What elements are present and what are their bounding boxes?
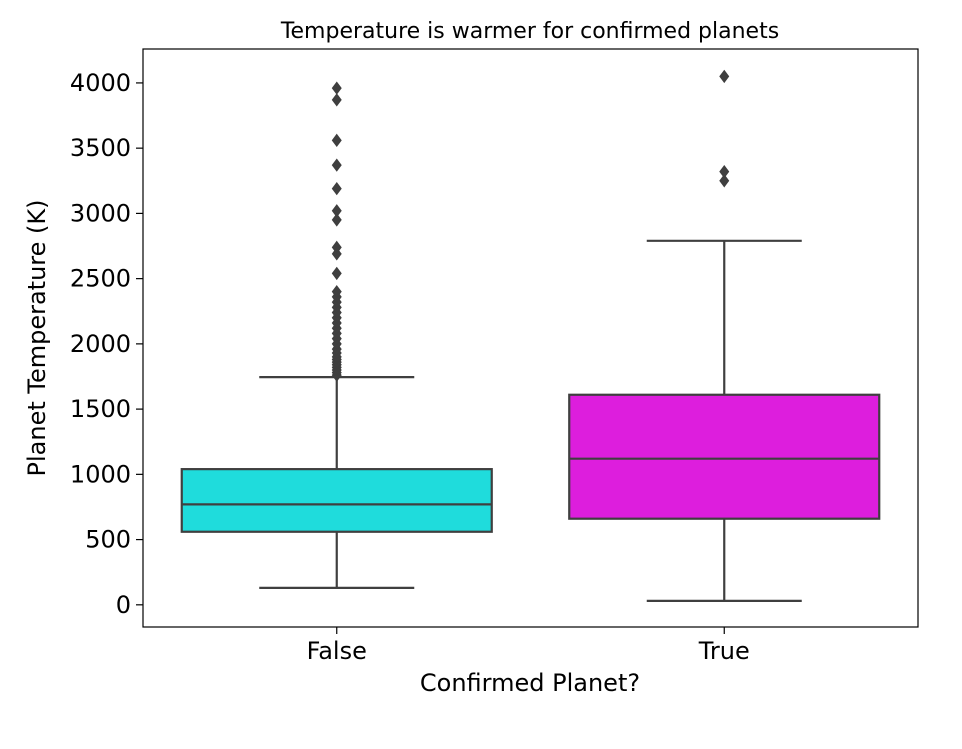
- outlier-point: [719, 164, 730, 179]
- x-axis-label: Confirmed Planet?: [420, 669, 640, 697]
- chart-title: Temperature is warmer for confirmed plan…: [280, 19, 779, 44]
- outlier-point: [719, 174, 730, 188]
- outlier-point: [331, 204, 342, 218]
- iqr-box: [568, 393, 881, 520]
- y-tick-label: 4000: [70, 69, 131, 97]
- x-tick-label: False: [307, 637, 367, 665]
- y-axis: 0 500 1000 1500 2000 2500 3000 3500 4000: [70, 69, 143, 619]
- outlier-point: [331, 158, 342, 172]
- outlier-point: [719, 69, 730, 84]
- box-group-true: [568, 69, 881, 603]
- x-axis: False True: [307, 627, 750, 665]
- outlier-point: [331, 240, 342, 254]
- outlier-point: [331, 285, 342, 299]
- y-tick-label: 1500: [70, 395, 131, 423]
- y-tick-label: 0: [116, 591, 131, 619]
- y-tick-label: 2500: [70, 265, 131, 293]
- y-tick-label: 500: [85, 526, 131, 554]
- iqr-box: [180, 468, 493, 533]
- y-tick-label: 2000: [70, 330, 131, 358]
- box-group-false: [180, 81, 493, 589]
- plot-area-frame: [142, 48, 919, 628]
- y-tick-label: 1000: [70, 460, 131, 488]
- outlier-point: [331, 266, 342, 281]
- y-tick-label: 3500: [70, 134, 131, 162]
- outlier-point: [331, 81, 342, 95]
- outlier-point: [331, 93, 342, 107]
- x-tick-label: True: [698, 637, 750, 665]
- outlier-point: [331, 181, 342, 196]
- y-axis-label: Planet Temperature (K): [23, 200, 51, 477]
- outlier-point: [331, 133, 342, 147]
- box-series: [180, 69, 881, 603]
- outlier-point: [331, 213, 342, 227]
- y-tick-label: 3000: [70, 199, 131, 227]
